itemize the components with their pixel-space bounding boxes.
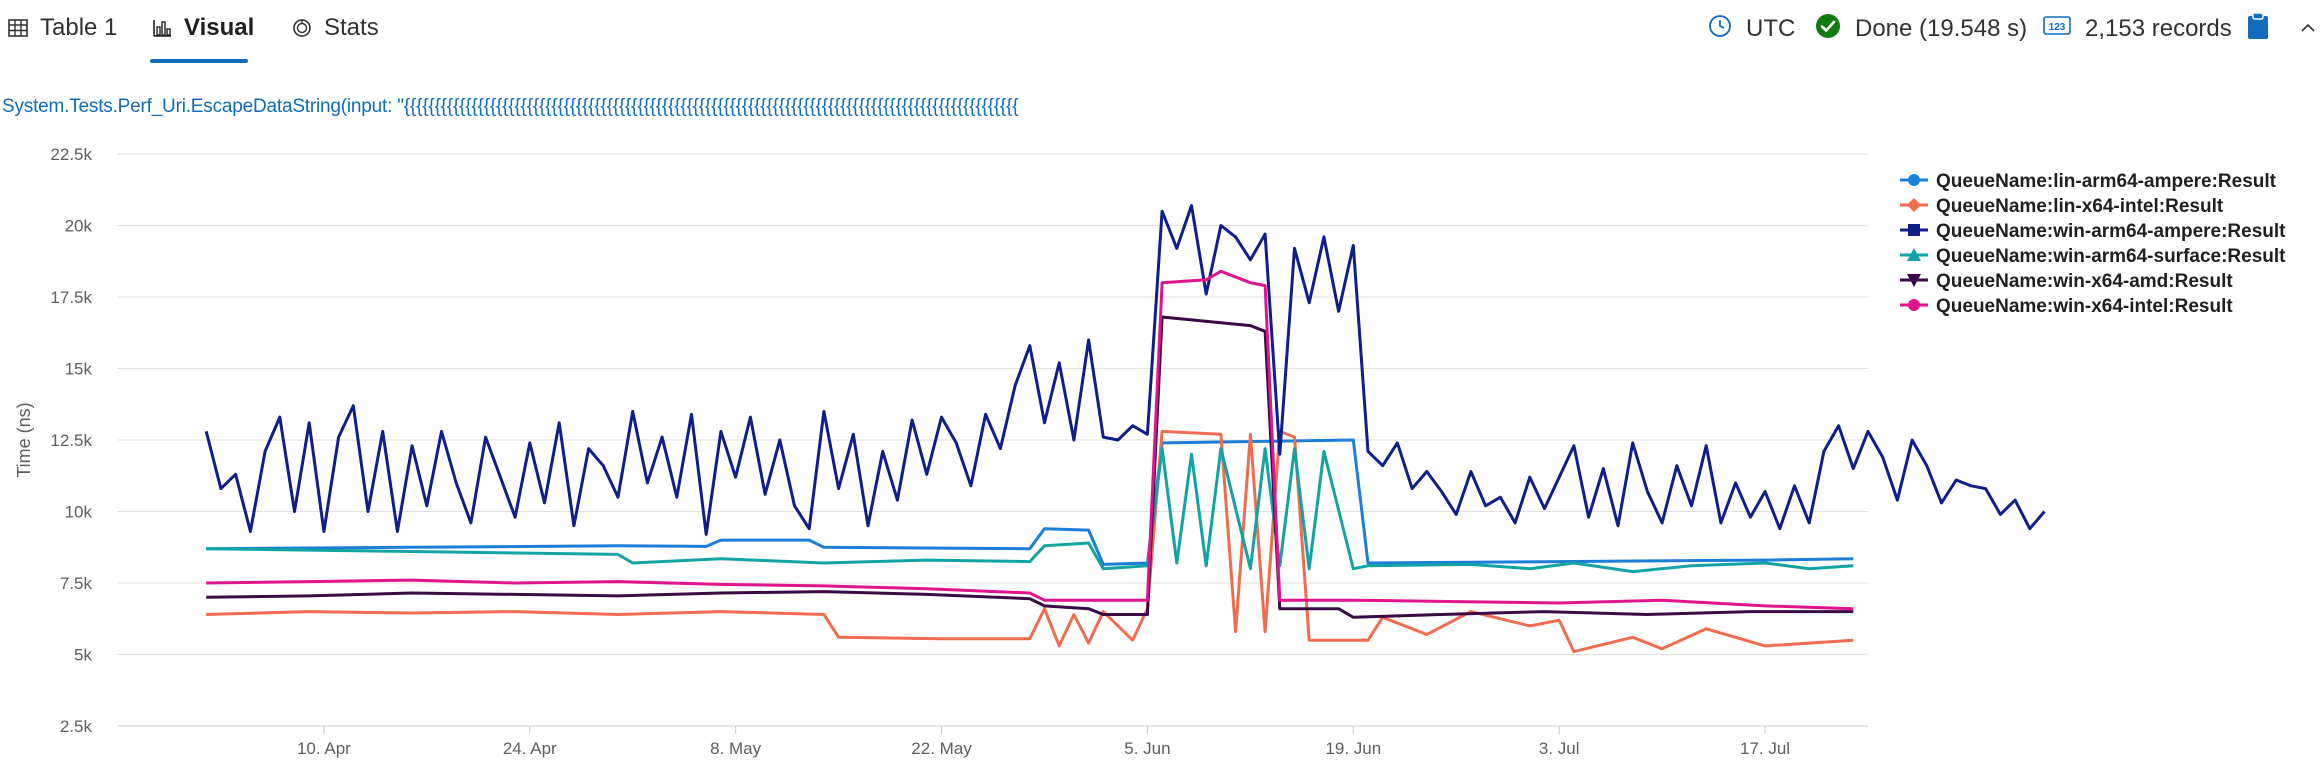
x-tick-label: 19. Jun — [1325, 739, 1381, 758]
y-tick-label: 5k — [74, 646, 92, 665]
y-tick-label: 20k — [65, 217, 93, 236]
legend-marker — [1907, 274, 1921, 287]
query-status: Done (19.548 s) — [1815, 12, 2027, 46]
tab-stats[interactable]: Stats — [292, 10, 379, 46]
chart-query-title: System.Tests.Perf_Uri.EscapeDataString(i… — [2, 96, 1019, 117]
x-tick-label: 8. May — [710, 739, 762, 758]
legend-label: QueueName:win-arm64-surface:Result — [1936, 246, 2286, 267]
legend-label: QueueName:win-arm64-ampere:Result — [1936, 221, 2286, 242]
y-axis-title: Time (ns) — [14, 402, 34, 477]
record-count-text: 2,153 records — [2085, 15, 2232, 42]
x-tick-label: 22. May — [911, 739, 972, 758]
y-tick-label: 7.5k — [60, 574, 93, 593]
clipboard-icon — [2247, 11, 2269, 47]
x-tick-label: 10. Apr — [297, 739, 351, 758]
y-tick-label: 2.5k — [60, 717, 93, 736]
active-tab-indicator — [150, 59, 248, 63]
table-icon — [8, 17, 30, 39]
legend-label: QueueName:lin-arm64-ampere:Result — [1936, 171, 2277, 192]
collapse-button[interactable] — [2300, 12, 2316, 46]
tab-table-1[interactable]: Table 1 — [8, 10, 117, 46]
y-tick-label: 10k — [65, 503, 93, 522]
line-chart: 2.5k 5k 7.5k 10k 12.5k 15k 17.5k 20k 22.5k 10. Ap… — [14, 145, 2286, 758]
y-tick-label: 22.5k — [50, 145, 92, 164]
tab-label: Table 1 — [40, 14, 118, 41]
legend-marker — [1907, 248, 1921, 261]
series-line — [206, 315, 1854, 619]
series-line — [206, 269, 1854, 611]
timezone-indicator[interactable]: UTC — [1708, 12, 1795, 46]
x-tick-label: 17. Jul — [1740, 739, 1790, 758]
stats-icon — [292, 17, 314, 39]
toolbar: Table 1 Visual Stats UTC Done (19.548 s)… — [0, 0, 2321, 66]
y-tick-label: 12.5k — [50, 431, 92, 450]
bar-chart-icon — [152, 17, 174, 39]
legend-label: QueueName:win-x64-intel:Result — [1936, 296, 2233, 317]
legend-marker — [1907, 198, 1921, 212]
chevron-up-icon — [2300, 15, 2316, 43]
series-line — [206, 429, 1854, 654]
series-lines — [204, 204, 2046, 654]
record-count: 123 2,153 records — [2043, 12, 2232, 46]
legend-marker — [1908, 174, 1920, 186]
number-icon: 123 — [2043, 15, 2071, 44]
series-line — [206, 447, 1854, 574]
series-line — [204, 204, 2046, 536]
query-status-text: Done (19.548 s) — [1855, 15, 2028, 42]
svg-text:123: 123 — [2049, 22, 2066, 33]
x-tick-label: 3. Jul — [1539, 739, 1580, 758]
legend-marker — [1908, 224, 1920, 236]
timezone-label: UTC — [1746, 15, 1796, 42]
copy-button[interactable] — [2247, 11, 2269, 47]
tab-label: Stats — [324, 14, 379, 41]
clock-icon — [1708, 14, 1732, 45]
x-tick-label: 24. Apr — [503, 739, 557, 758]
x-tick-label: 5. Jun — [1124, 739, 1170, 758]
legend-label: QueueName:win-x64-amd:Result — [1936, 271, 2233, 292]
y-tick-label: 15k — [65, 360, 93, 379]
tab-label: Visual — [184, 14, 255, 41]
success-check-icon — [1815, 13, 1841, 46]
tab-visual[interactable]: Visual — [152, 10, 254, 46]
legend-marker — [1908, 299, 1920, 311]
y-tick-label: 17.5k — [50, 288, 92, 307]
legend-label: QueueName:lin-x64-intel:Result — [1936, 196, 2224, 217]
legend: QueueName:lin-arm64-ampere:Result QueueNa… — [1900, 171, 2286, 317]
series-line — [206, 438, 1854, 566]
